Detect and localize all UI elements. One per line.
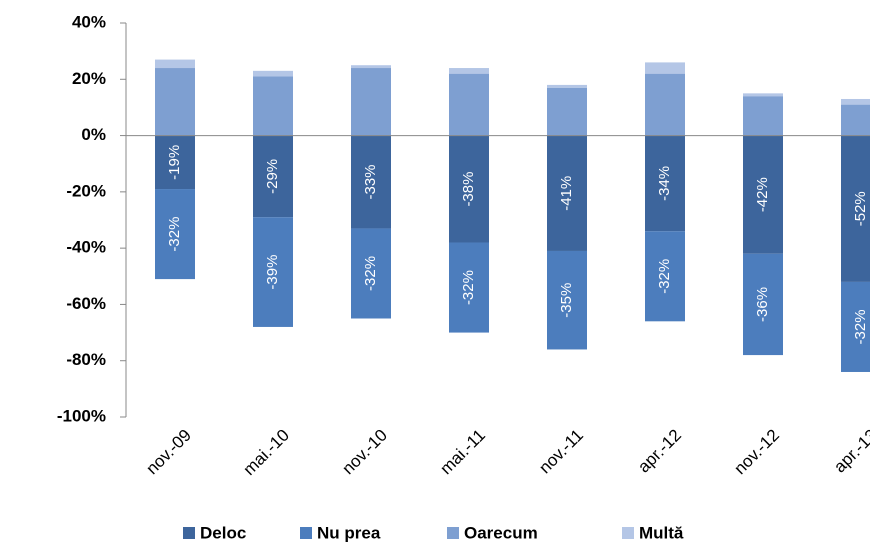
bar-segment <box>547 84 587 88</box>
y-tick-label: 40% <box>72 12 106 31</box>
x-tick-label: apr.-12 <box>634 426 685 477</box>
y-tick-label: -80% <box>66 350 106 369</box>
bar-segment <box>645 135 685 232</box>
bar-segment <box>351 135 391 229</box>
bar-segment <box>743 93 783 97</box>
x-tick-label: apr.-13 <box>830 426 870 477</box>
bar-segment <box>547 87 587 136</box>
legend-label: Nu prea <box>317 523 381 542</box>
bar-segment <box>253 76 293 136</box>
plot-area: -19% -32% -29% -39% -33% -32% -38% -32% -41% -35%… <box>155 59 870 372</box>
x-tick-label: nov.-11 <box>535 426 587 478</box>
bar-segment <box>351 228 391 319</box>
bar-segment <box>155 189 195 280</box>
value-label: -35% <box>558 283 575 318</box>
bar-segment <box>449 68 489 74</box>
legend-swatch <box>183 527 195 539</box>
y-tick-label: -40% <box>66 238 106 257</box>
bar-segment <box>155 59 195 69</box>
x-tick-label: nov.-10 <box>338 426 391 479</box>
value-label: -33% <box>362 164 379 199</box>
value-label: -52% <box>852 191 869 226</box>
bar-segment <box>645 231 685 322</box>
value-label: -29% <box>264 159 281 194</box>
bar-segment <box>547 250 587 350</box>
value-label: -34% <box>656 166 673 201</box>
legend-label: Multă <box>639 523 684 542</box>
value-label: -32% <box>166 217 183 252</box>
value-label: -41% <box>558 176 575 211</box>
bar-segment <box>841 135 870 282</box>
bar-segment <box>351 65 391 69</box>
bar-segment <box>645 62 685 74</box>
value-label: -38% <box>460 172 477 207</box>
y-tick-label: 20% <box>72 69 106 88</box>
legend-swatch <box>622 527 634 539</box>
bar-segment <box>449 242 489 333</box>
x-tick-label: nov.-09 <box>142 426 195 479</box>
bar-segment <box>155 135 195 190</box>
bar-segment <box>841 281 870 372</box>
bar-segment <box>253 135 293 218</box>
bar-segment <box>743 253 783 356</box>
value-label: -42% <box>754 177 771 212</box>
bar-segment <box>351 68 391 136</box>
legend-swatch <box>300 527 312 539</box>
bar-segment <box>547 135 587 251</box>
bar-segment <box>743 135 783 254</box>
value-label: -32% <box>656 259 673 294</box>
bar-segment <box>449 135 489 243</box>
value-label: -32% <box>852 309 869 344</box>
value-label: -32% <box>460 270 477 305</box>
y-tick-label: -100% <box>57 406 106 425</box>
value-label: -32% <box>362 256 379 291</box>
bar-segment <box>155 68 195 136</box>
bar-segment <box>743 96 783 136</box>
bar-segment <box>253 217 293 327</box>
legend-swatch <box>447 527 459 539</box>
x-tick-label: mai.-10 <box>239 426 293 480</box>
bar-segment <box>449 73 489 136</box>
y-tick-label: 0% <box>81 125 106 144</box>
y-tick-label: -60% <box>66 294 106 313</box>
y-tick-label: -20% <box>66 181 106 200</box>
x-tick-label: nov.-12 <box>730 426 783 479</box>
bar-segment <box>645 73 685 136</box>
x-tick-label: mai.-11 <box>436 426 489 479</box>
bar-segment <box>841 104 870 136</box>
value-label: -39% <box>264 255 281 290</box>
bar-segment <box>841 98 870 105</box>
legend-label: Deloc <box>200 523 246 542</box>
value-label: -19% <box>166 145 183 180</box>
legend-label: Oarecum <box>464 523 538 542</box>
value-label: -36% <box>754 287 771 322</box>
bar-segment <box>253 70 293 77</box>
